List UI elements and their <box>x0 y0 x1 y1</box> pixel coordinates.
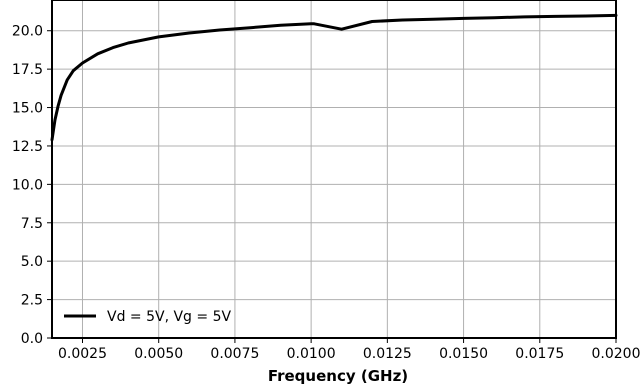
y-tick-label: 10.0 <box>12 177 43 193</box>
y-tick-label: 12.5 <box>12 139 43 155</box>
x-axis-title: Frequency (GHz) <box>268 367 408 385</box>
y-tick-label: 2.5 <box>21 293 43 309</box>
y-tick-label: 20.0 <box>12 24 43 40</box>
x-tick-label: 0.0100 <box>287 346 336 362</box>
x-tick-label: 0.0175 <box>515 346 564 362</box>
legend-label: Vd = 5V, Vg = 5V <box>107 309 231 325</box>
y-tick-label: 7.5 <box>21 216 43 232</box>
plot-frame <box>51 0 617 339</box>
y-tick-label: 15.0 <box>12 101 43 117</box>
y-tick-label: 17.5 <box>12 62 43 78</box>
x-tick-label: 0.0200 <box>592 346 641 362</box>
x-tick-label: 0.0150 <box>439 346 488 362</box>
grid <box>52 0 617 339</box>
series-layer <box>50 13 618 142</box>
x-tick-label: 0.0075 <box>210 346 259 362</box>
series-line <box>50 13 618 142</box>
x-tick-label: 0.0050 <box>134 346 183 362</box>
x-tick-label: 0.0125 <box>363 346 412 362</box>
y-tick-label: 0.0 <box>21 331 43 347</box>
y-axis: 0.0 2.5 5.0 7.5 10.0 12.5 15.0 17.5 20.0 <box>12 24 52 347</box>
legend: Vd = 5V, Vg = 5V <box>64 309 231 325</box>
y-tick-label: 5.0 <box>21 254 43 270</box>
x-axis: 0.0025 0.0050 0.0075 0.0100 0.0125 0.0150 0.01… <box>58 338 641 362</box>
x-tick-label: 0.0025 <box>58 346 107 362</box>
